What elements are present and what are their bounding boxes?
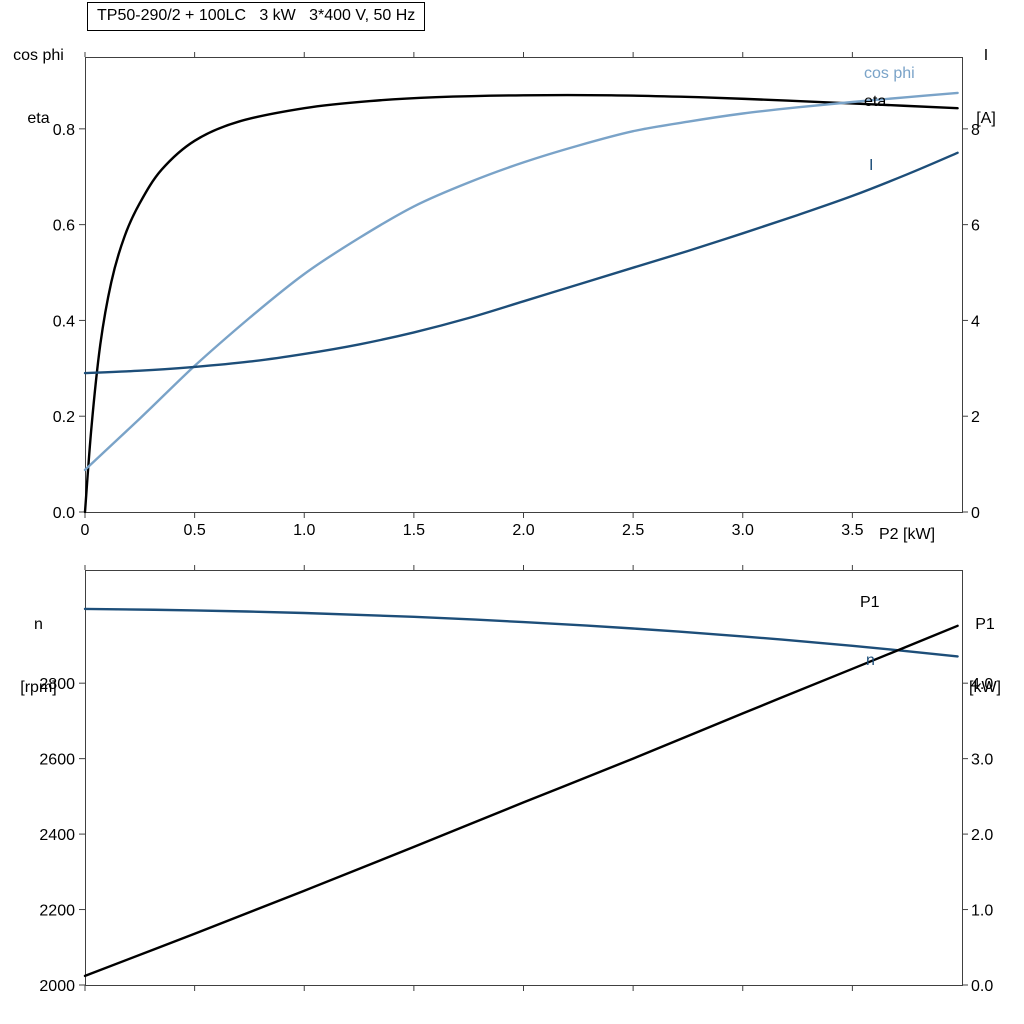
y-left-tick-label: 0.8 [53, 122, 75, 139]
x-axis-label: P2 [kW] [879, 526, 936, 543]
x-tick-label: 2.0 [512, 522, 534, 539]
right-axis-title-line2: [kW] [969, 679, 1001, 696]
left-axis-title-line2: eta [27, 110, 50, 127]
y-left-tick-label: 0.2 [53, 409, 75, 426]
top-chart-right-axis-title: I [A] [961, 3, 1011, 171]
curve-label-cos-phi: cos phi [864, 65, 915, 82]
left-axis-title-line1: cos phi [13, 47, 64, 64]
chart-title: TP50-290/2 + 100LC 3 kW 3*400 V, 50 Hz [87, 2, 426, 31]
right-axis-title-line1: I [983, 47, 989, 64]
y-left-tick-label: 2000 [39, 978, 75, 995]
curve-label-current: I [869, 157, 874, 174]
y-right-tick-label: 2 [971, 409, 980, 426]
y-right-tick-label: 4.0 [971, 676, 993, 693]
x-tick-label: 3.0 [732, 522, 754, 539]
y-right-tick-label: 8 [971, 122, 980, 139]
x-tick-label: 0 [81, 522, 90, 539]
y-right-tick-label: 3.0 [971, 752, 993, 769]
x-tick-label: 2.5 [622, 522, 644, 539]
x-tick-label: 3.5 [841, 522, 863, 539]
y-left-tick-label: 0.4 [53, 313, 75, 330]
y-right-tick-label: 6 [971, 218, 980, 235]
x-tick-label: 1.0 [293, 522, 315, 539]
y-left-tick-label: 2600 [39, 752, 75, 769]
right-axis-title-line1: P1 [975, 616, 995, 633]
plot-frame [85, 57, 963, 513]
curve-eta [83, 93, 959, 514]
curve-label-p1: P1 [860, 594, 880, 611]
bottom-chart-left-axis-title: n [rpm] [1, 572, 76, 740]
y-right-tick-label: 0.0 [971, 978, 993, 995]
plot-frame [85, 570, 963, 986]
y-left-tick-label: 2200 [39, 903, 75, 920]
curve-cos-phi [83, 91, 959, 472]
y-right-tick-label: 1.0 [971, 903, 993, 920]
y-left-tick-label: 2800 [39, 676, 75, 693]
curve-n [83, 607, 959, 658]
y-right-tick-label: 0 [971, 505, 980, 522]
y-left-tick-label: 2400 [39, 827, 75, 844]
right-axis-title-line2: [A] [976, 110, 996, 127]
y-right-tick-label: 2.0 [971, 827, 993, 844]
y-left-tick-label: 0.6 [53, 218, 75, 235]
curve-i [83, 151, 959, 375]
left-axis-title-line2: [rpm] [20, 679, 57, 696]
curve-p1 [83, 624, 959, 978]
curve-label-n: n [866, 652, 875, 669]
left-axis-title-line1: n [34, 616, 43, 633]
y-left-tick-label: 0.0 [53, 505, 75, 522]
x-tick-label: 1.5 [403, 522, 425, 539]
bottom-chart-right-axis-title: P1 [kW] [952, 572, 1018, 740]
y-right-tick-label: 4 [971, 313, 980, 330]
curve-label-eta: eta [864, 93, 887, 110]
x-tick-label: 0.5 [184, 522, 206, 539]
top-chart-left-axis-title: cos phi eta [1, 3, 76, 171]
